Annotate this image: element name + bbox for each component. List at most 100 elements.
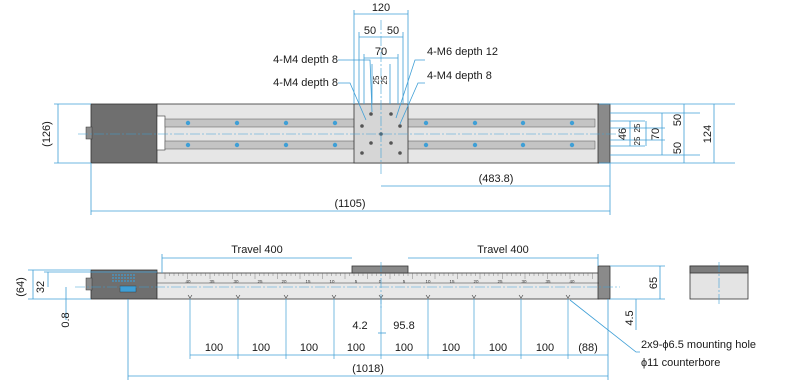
scale-number: 30 <box>521 279 527 284</box>
top-motor-connector <box>85 126 93 140</box>
dim-4-5: 4.5 <box>624 310 636 325</box>
indicator-dot <box>118 274 120 276</box>
table-hole <box>398 151 402 155</box>
indicator-dot <box>130 274 132 276</box>
scale-number: 5 <box>355 279 358 284</box>
mounting-hole-marks <box>187 294 571 359</box>
indicator-dot <box>118 277 120 279</box>
indicator-dot <box>133 280 135 282</box>
dim-88: (88) <box>578 342 598 354</box>
dim-50-right: 50 <box>387 25 399 37</box>
table-hole <box>389 112 393 116</box>
rail-hole <box>185 142 191 148</box>
pitch-value: 100 <box>489 342 507 354</box>
rail-hole <box>283 142 289 148</box>
top-motor-block <box>90 103 158 164</box>
pitch-value: 100 <box>300 342 318 354</box>
scale-number: 30 <box>233 279 239 284</box>
indicator-dot <box>118 280 120 282</box>
rail-hole <box>520 120 526 126</box>
dim-25-c: 25 <box>633 123 642 132</box>
front-carriage <box>351 265 409 274</box>
dim-32: 32 <box>35 281 47 293</box>
indicator-dot <box>112 274 114 276</box>
hole-mark <box>331 294 337 299</box>
rail-hole <box>332 142 338 148</box>
rail-hole <box>569 120 575 126</box>
dim-120: 120 <box>372 2 390 14</box>
rail-hole <box>472 142 478 148</box>
scale-number: 0 <box>379 279 382 284</box>
indicator-dot <box>127 277 129 279</box>
rail-hole <box>569 142 575 148</box>
dim-95-8: 95.8 <box>393 320 414 332</box>
top-end-block-left <box>156 115 166 151</box>
dim-483-8: (483.8) <box>479 173 514 185</box>
table-hole <box>389 141 393 145</box>
travel-left-label: Travel 400 <box>231 244 283 256</box>
dim-70-right: 70 <box>650 128 662 140</box>
rail-hole <box>423 120 429 126</box>
hole-mark <box>471 294 477 299</box>
pitch-value: 100 <box>442 342 460 354</box>
indicator-dot <box>115 277 117 279</box>
top-view: 120 50 50 70 25 25 4-M4 depth 8 4-M4 dep… <box>41 2 735 215</box>
hole-mark <box>283 294 289 299</box>
dim-1018: (1018) <box>352 363 384 375</box>
callout-m4-depth8-a: 4-M4 depth 8 <box>273 54 338 66</box>
scale-number: 5 <box>403 279 406 284</box>
rail-mounting-holes <box>185 120 575 148</box>
callout-mounting-hole: 2x9-ϕ6.5 mounting hole <box>641 339 756 351</box>
travel-scale: 40 35 30 25 20 15 10 5 0 5 10 15 20 25 30 35 40 <box>164 273 593 284</box>
front-stage-body <box>156 272 600 300</box>
dim-50-lower: 50 <box>672 142 684 154</box>
rail-hole <box>423 142 429 148</box>
dim-64: (64) <box>15 277 27 297</box>
indicator-dot <box>112 277 114 279</box>
rail-hole <box>520 142 526 148</box>
rail-hole <box>234 120 240 126</box>
scale-number: 15 <box>449 279 455 284</box>
hole-mark <box>425 294 431 299</box>
indicator-dot <box>130 277 132 279</box>
front-end-plate <box>597 265 611 300</box>
rail-hole <box>185 120 191 126</box>
indicator-dot <box>121 277 123 279</box>
hole-mark <box>187 294 193 299</box>
indicator-dot <box>121 280 123 282</box>
indicator-dot <box>130 280 132 282</box>
scale-number: 10 <box>329 279 335 284</box>
rail-hole <box>472 120 478 126</box>
indicator-dot <box>124 280 126 282</box>
scale-number: 20 <box>473 279 479 284</box>
scale-number: 20 <box>281 279 287 284</box>
indicator-dot <box>127 274 129 276</box>
dim-1105: (1105) <box>335 198 366 210</box>
indicator-dot <box>127 280 129 282</box>
indicator-dot <box>121 274 123 276</box>
front-motor-block <box>90 269 158 300</box>
table-hole <box>360 151 364 155</box>
pitch-value: 100 <box>205 342 223 354</box>
pitch-value: 100 <box>536 342 554 354</box>
dim-50-left: 50 <box>364 25 376 37</box>
indicator-dot <box>124 274 126 276</box>
indicator-dot <box>112 280 114 282</box>
scale-number: 40 <box>569 279 575 284</box>
hole-pitch-dims: 100 100 100 100 100 100 100 100 <box>205 342 554 354</box>
table-tapped-holes <box>360 112 402 155</box>
callout-m4-depth8-b: 4-M4 depth 8 <box>273 77 338 89</box>
front-view: 40 35 30 25 20 15 10 5 0 5 10 15 20 25 30 35 40 Travel 4… <box>15 244 756 380</box>
hole-mark <box>518 294 524 299</box>
rail-hole <box>234 142 240 148</box>
dim-25-b: 25 <box>380 75 389 84</box>
indicator-dot <box>115 274 117 276</box>
scale-number: 25 <box>257 279 263 284</box>
front-motor-label <box>119 285 137 293</box>
top-end-plate <box>597 103 611 164</box>
rail-hole <box>332 120 338 126</box>
dim-25-a: 25 <box>372 75 381 84</box>
hole-mark <box>235 294 241 299</box>
scale-number: 10 <box>425 279 431 284</box>
